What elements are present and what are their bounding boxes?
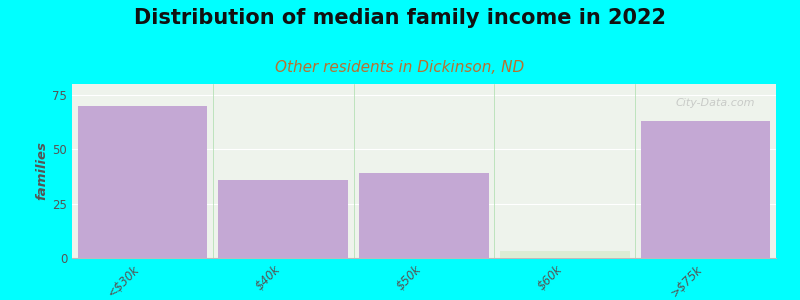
Bar xyxy=(359,173,489,258)
Y-axis label: families: families xyxy=(35,142,48,200)
Text: City-Data.com: City-Data.com xyxy=(675,98,755,108)
Bar xyxy=(500,251,630,258)
Bar xyxy=(218,180,348,258)
Text: Other residents in Dickinson, ND: Other residents in Dickinson, ND xyxy=(275,60,525,75)
Bar xyxy=(641,121,770,258)
Bar xyxy=(78,106,207,258)
Text: Distribution of median family income in 2022: Distribution of median family income in … xyxy=(134,8,666,28)
